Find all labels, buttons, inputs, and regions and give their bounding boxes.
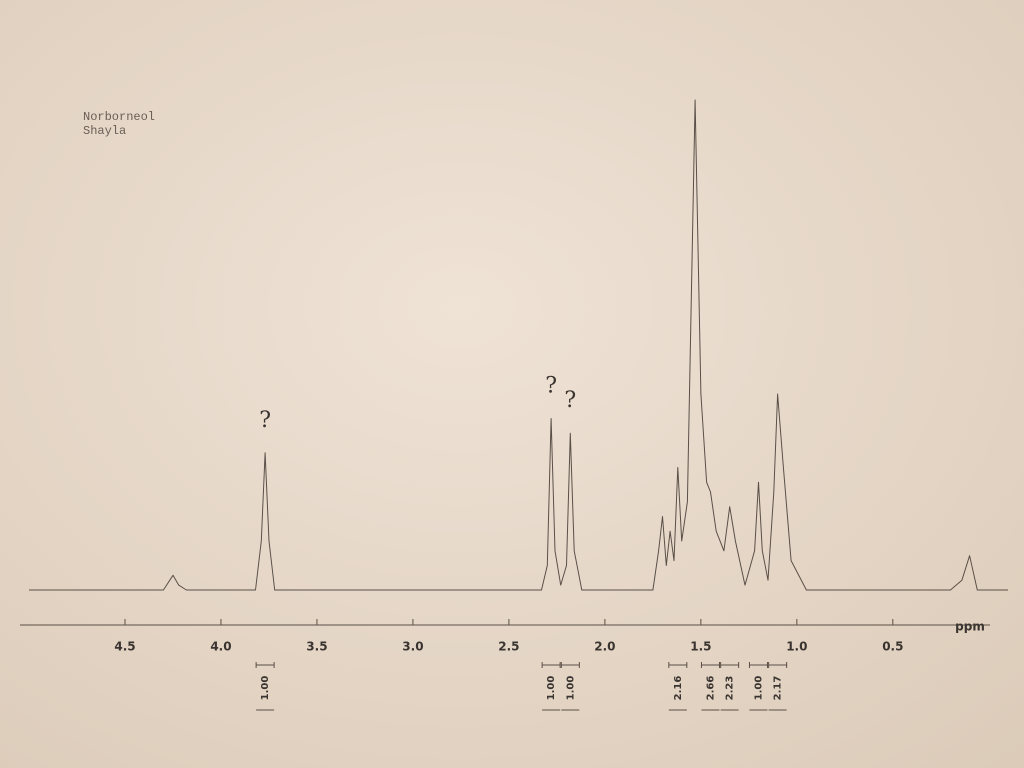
- x-tick-label: 2.5: [498, 640, 519, 654]
- integral-bracket: [720, 662, 740, 711]
- x-tick-label: 3.5: [306, 640, 327, 654]
- x-tick-label: 0.5: [882, 640, 903, 654]
- integral-bracket: [748, 662, 768, 711]
- spectrum-line: [29, 99, 1008, 591]
- integral-bracket: [700, 662, 720, 711]
- x-tick-label: 1.5: [690, 640, 711, 654]
- integral-bracket: [768, 662, 788, 711]
- integral-bracket: [541, 662, 561, 711]
- x-tick-label: 3.0: [402, 640, 423, 654]
- integral-label: 1.00: [546, 676, 557, 701]
- integral-bracket: [560, 662, 580, 711]
- integral-label: 2.66: [705, 676, 716, 701]
- integral-label: 1.00: [260, 676, 271, 701]
- annotation: ?: [545, 374, 557, 399]
- chart-title: Norborneol: [83, 110, 155, 124]
- integral-label: 1.00: [565, 676, 576, 701]
- integral-bracket: [668, 662, 688, 711]
- integral-label: 2.23: [725, 676, 736, 701]
- x-tick-label: 4.5: [114, 640, 135, 654]
- integral-label: 2.16: [673, 676, 684, 701]
- integral-bracket: [255, 662, 275, 711]
- annotation: ?: [259, 408, 271, 433]
- x-tick-label: 1.0: [786, 640, 807, 654]
- x-axis-label: ppm: [955, 620, 985, 634]
- annotation: ?: [564, 388, 576, 413]
- chart-subtitle: Shayla: [83, 124, 126, 138]
- x-tick-label: 2.0: [594, 640, 615, 654]
- x-tick-label: 4.0: [210, 640, 231, 654]
- integral-label: 2.17: [773, 676, 784, 701]
- integral-label: 1.00: [753, 676, 764, 701]
